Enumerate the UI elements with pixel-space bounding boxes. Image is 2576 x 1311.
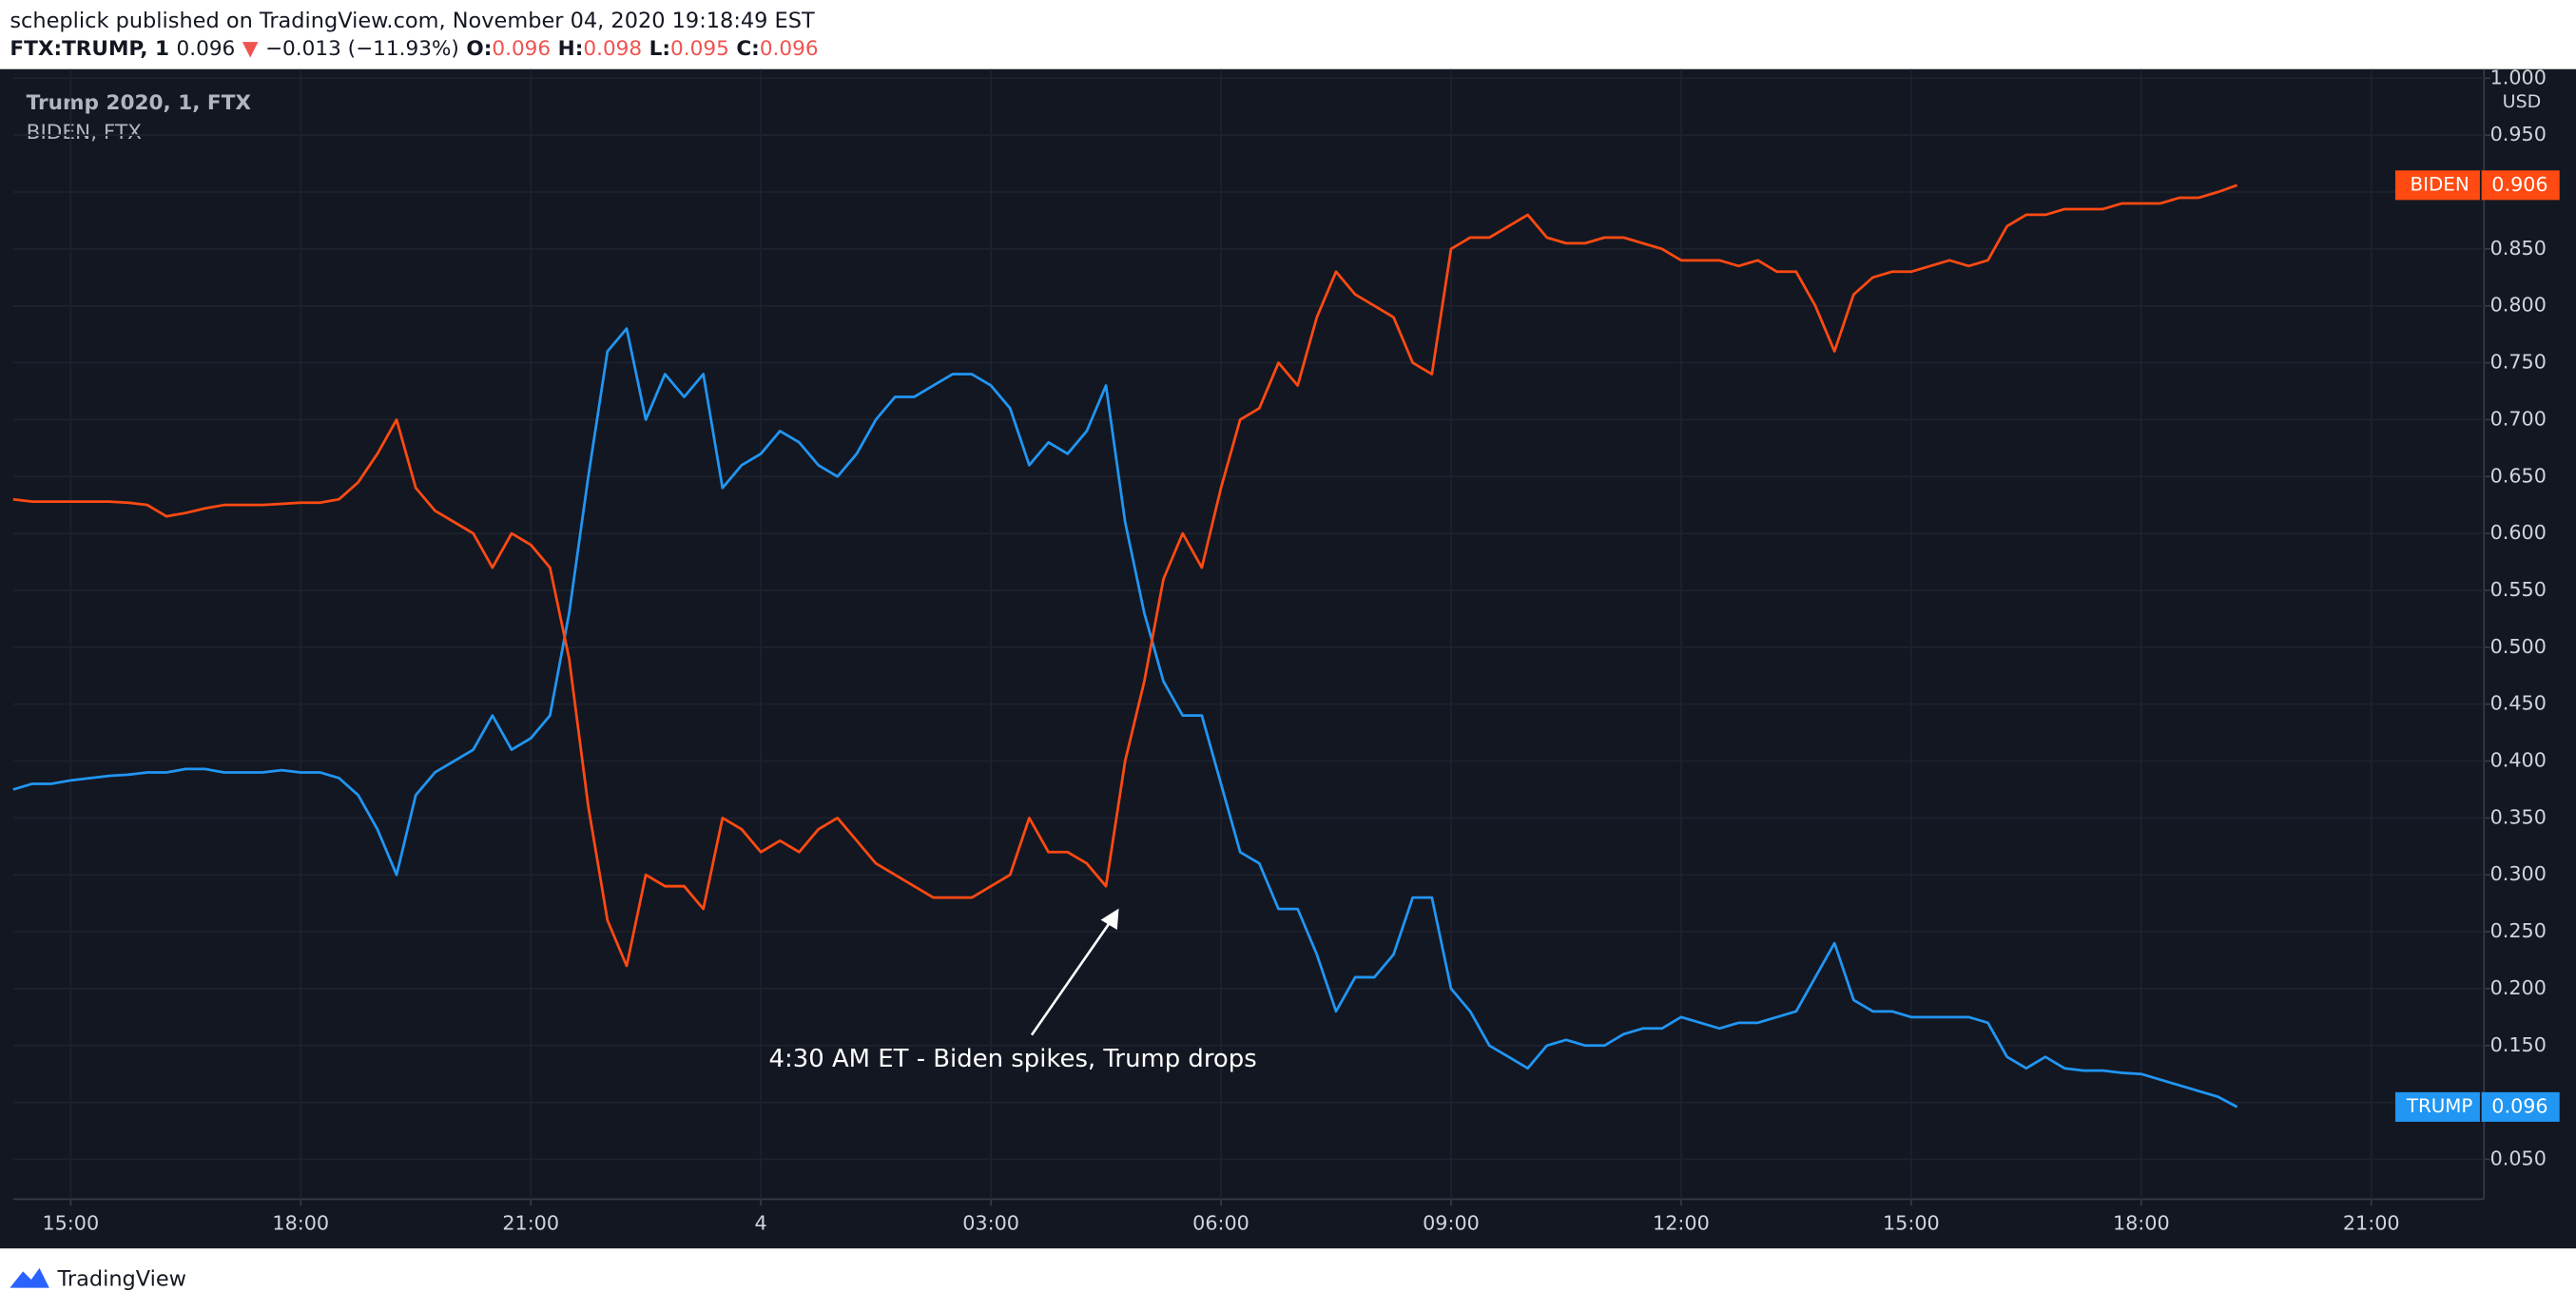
grid <box>12 68 2485 1200</box>
x-tick-label: 15:00 <box>1883 1211 1940 1234</box>
badge-value: 0.906 <box>2491 173 2547 196</box>
y-tick-label: 1.000 <box>2490 66 2547 88</box>
series-line <box>12 183 2238 968</box>
annotation: 4:30 AM ET - Biden spikes, Trump drops <box>769 1045 1257 1073</box>
ohlc-value: 0.098 <box>583 37 642 61</box>
ohlc-value: 0.095 <box>670 37 729 61</box>
ohlc-value: 0.096 <box>492 37 551 61</box>
badge-value: 0.096 <box>2491 1094 2547 1117</box>
y-tick-label: 0.450 <box>2490 692 2547 715</box>
y-tick-label: 0.600 <box>2490 521 2547 544</box>
ohlc-label: H: <box>558 37 584 61</box>
y-tick-label: 0.350 <box>2490 805 2547 828</box>
currency-box <box>2497 88 2547 116</box>
y-tick-label: 0.500 <box>2490 635 2547 658</box>
logo-icon <box>10 1267 49 1288</box>
badge-background <box>2394 1091 2560 1122</box>
y-tick-label: 0.400 <box>2490 749 2547 772</box>
x-tick-label: 09:00 <box>1423 1211 1480 1234</box>
y-tick-label: 0.850 <box>2490 237 2547 260</box>
annotation-arrow <box>1030 916 1115 1036</box>
badge-name: BIDEN <box>2411 173 2469 195</box>
x-tick-label: 21:00 <box>502 1211 559 1234</box>
last-value-badges: TRUMP 0.096 BIDEN 0.906 <box>2394 170 2560 1122</box>
badge-name: TRUMP <box>2406 1095 2473 1117</box>
x-tick-label: 21:00 <box>2343 1211 2400 1234</box>
x-tick-label: 18:00 <box>2113 1211 2170 1234</box>
y-tick-label: 0.300 <box>2490 862 2547 885</box>
currency: USD <box>2503 91 2542 112</box>
symbol: FTX:TRUMP, 1 <box>10 37 169 61</box>
legend-entry: Trump 2020, 1, FTX <box>27 91 252 115</box>
y-tick-label: 0.650 <box>2490 464 2547 487</box>
legend-entry: BIDEN, FTX <box>27 121 142 145</box>
x-tick-label: 4 <box>755 1211 767 1234</box>
y-tick-label: 0.950 <box>2490 123 2547 145</box>
symbol-line: FTX:TRUMP, 1 0.096 ▼ −0.013 (−11.93%) O:… <box>10 37 818 61</box>
annotation-arrowhead <box>1100 908 1119 931</box>
y-tick-label: 0.550 <box>2490 578 2547 601</box>
change-arrow: ▼ <box>242 37 259 61</box>
y-tick-label: 0.800 <box>2490 294 2547 317</box>
last-price: 0.096 <box>177 37 236 61</box>
y-tick-label: 0.200 <box>2490 976 2547 999</box>
chart-background <box>0 68 2576 1249</box>
x-tick-label: 18:00 <box>272 1211 329 1234</box>
byline: scheplick published on TradingView.com, … <box>10 9 815 33</box>
y-tick-label: 0.050 <box>2490 1147 2547 1169</box>
x-tick-label: 15:00 <box>42 1211 99 1234</box>
x-tick-label: 12:00 <box>1653 1211 1710 1234</box>
plot <box>12 183 2238 1109</box>
y-tick-label: 0.150 <box>2490 1033 2547 1056</box>
badge-background <box>2394 170 2560 201</box>
y-tick-label: 0.250 <box>2490 919 2547 942</box>
x-tick-label: 06:00 <box>1192 1211 1249 1234</box>
series-line <box>12 327 2238 1109</box>
ohlc-label: C: <box>736 37 759 61</box>
y-tick-label: 0.750 <box>2490 351 2547 374</box>
ohlc-label: O: <box>466 37 492 61</box>
ohlc-label: L: <box>649 37 670 61</box>
y-tick-label: 0.700 <box>2490 407 2547 430</box>
footer-logo: TradingView <box>56 1267 186 1292</box>
change: −0.013 (−11.93%) <box>265 37 459 61</box>
ohlc-value: 0.096 <box>760 37 819 61</box>
x-tick-label: 03:00 <box>962 1211 1019 1234</box>
